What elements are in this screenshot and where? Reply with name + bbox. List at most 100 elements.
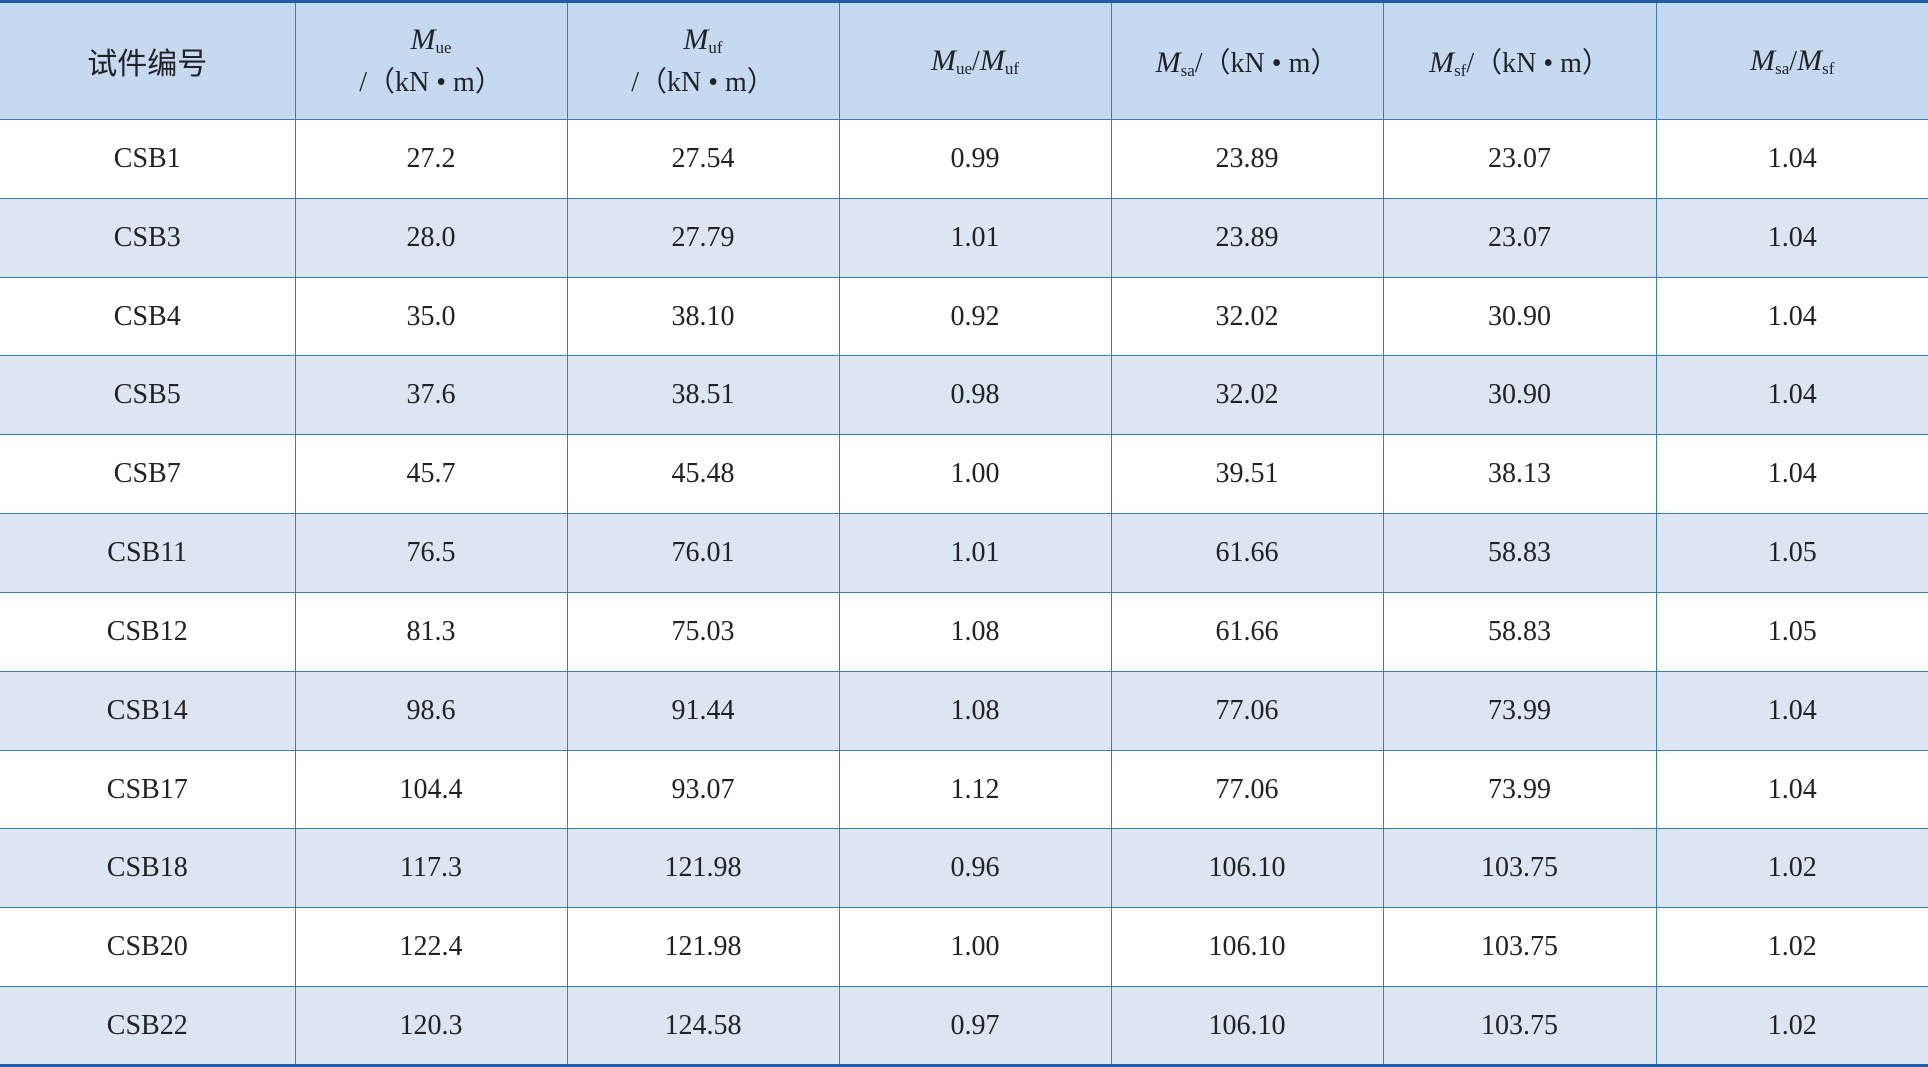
table-row: CSB17 104.4 93.07 1.12 77.06 73.99 1.04 bbox=[0, 750, 1928, 830]
value-cell: 38.51 bbox=[566, 355, 840, 436]
specimen-id: CSB3 bbox=[0, 198, 296, 278]
value-cell: 27.79 bbox=[566, 198, 840, 278]
value-cell: 117.3 bbox=[294, 828, 568, 909]
value-cell: 1.01 bbox=[838, 513, 1112, 593]
value-cell: 27.54 bbox=[566, 119, 840, 199]
value-cell: 120.3 bbox=[294, 986, 568, 1066]
value-cell: 1.05 bbox=[1655, 513, 1928, 593]
subscript: sa bbox=[1180, 61, 1195, 80]
subscript: ue bbox=[435, 37, 452, 57]
value-cell: 1.00 bbox=[838, 907, 1112, 988]
value-cell: 103.75 bbox=[1382, 907, 1657, 988]
value-cell: 124.58 bbox=[566, 986, 840, 1066]
value-cell: 1.04 bbox=[1655, 277, 1928, 357]
subscript: uf bbox=[1004, 58, 1019, 78]
table-row: CSB20 122.4 121.98 1.00 106.10 103.75 1.02 bbox=[0, 907, 1928, 988]
header-cell: Msa/（kN • m） bbox=[1110, 1, 1384, 120]
table-row: CSB7 45.7 45.48 1.00 39.51 38.13 1.04 bbox=[0, 434, 1928, 515]
value-cell: 0.98 bbox=[838, 355, 1112, 436]
subscript: uf bbox=[708, 37, 723, 57]
value-cell: 58.83 bbox=[1382, 592, 1657, 672]
value-cell: 1.04 bbox=[1655, 119, 1928, 199]
value-cell: 1.04 bbox=[1655, 355, 1928, 436]
value-cell: 76.5 bbox=[294, 513, 568, 593]
header-cell: Mue /（kN • m） bbox=[294, 1, 568, 120]
value-cell: 121.98 bbox=[566, 828, 840, 909]
value-cell: 103.75 bbox=[1382, 986, 1657, 1066]
table-row: CSB14 98.6 91.44 1.08 77.06 73.99 1.04 bbox=[0, 671, 1928, 751]
value-cell: 35.0 bbox=[294, 277, 568, 357]
symbol: M bbox=[1797, 43, 1823, 77]
slash: / bbox=[1789, 45, 1798, 77]
table-row: CSB1 27.2 27.54 0.99 23.89 23.07 1.04 bbox=[0, 119, 1928, 199]
value-cell: 1.02 bbox=[1655, 986, 1928, 1066]
value-cell: 73.99 bbox=[1382, 671, 1657, 751]
specimen-id: CSB20 bbox=[0, 907, 296, 988]
symbol: M bbox=[1429, 46, 1455, 79]
value-cell: 93.07 bbox=[566, 750, 840, 830]
table-header: 试件编号 Mue/（kN • m） Muf/（kN • m） Mue/Muf Msa/（… bbox=[0, 1, 1928, 120]
value-cell: 30.90 bbox=[1382, 277, 1657, 357]
value-cell: 76.01 bbox=[566, 513, 840, 593]
value-cell: 38.10 bbox=[566, 277, 840, 357]
value-cell: 1.08 bbox=[838, 671, 1112, 751]
header-cell: Msa/Msf bbox=[1655, 1, 1928, 120]
value-cell: 23.07 bbox=[1382, 119, 1657, 199]
header-symbol-group: Mue bbox=[410, 23, 452, 57]
unit: /（kN • m） bbox=[359, 66, 503, 98]
value-cell: 77.06 bbox=[1110, 750, 1384, 830]
value-cell: 81.3 bbox=[294, 592, 568, 672]
header-symbol-group: Msa/Msf bbox=[1750, 43, 1835, 78]
header-symbol-group: Msa bbox=[1156, 46, 1195, 80]
value-cell: 28.0 bbox=[294, 198, 568, 278]
table-row: CSB3 28.0 27.79 1.01 23.89 23.07 1.04 bbox=[0, 198, 1928, 278]
value-cell: 32.02 bbox=[1110, 355, 1384, 436]
value-cell: 1.02 bbox=[1655, 828, 1928, 909]
value-cell: 91.44 bbox=[566, 671, 840, 751]
value-cell: 45.7 bbox=[294, 434, 568, 515]
symbol: M bbox=[979, 43, 1005, 77]
unit: /（kN • m） bbox=[631, 66, 775, 98]
value-cell: 0.99 bbox=[838, 119, 1112, 199]
header-text: 试件编号 bbox=[87, 47, 208, 82]
table-row: CSB12 81.3 75.03 1.08 61.66 58.83 1.05 bbox=[0, 592, 1928, 672]
value-cell: 1.12 bbox=[838, 750, 1112, 830]
subscript: sf bbox=[1822, 58, 1835, 78]
header-cell: Msf/（kN • m） bbox=[1382, 1, 1657, 120]
header-cell: Muf /（kN • m） bbox=[566, 1, 840, 120]
specimen-id: CSB7 bbox=[0, 434, 296, 515]
header-label: Msa/Msf bbox=[1657, 44, 1928, 79]
table-row: CSB4 35.0 38.10 0.92 32.02 30.90 1.04 bbox=[0, 277, 1928, 357]
value-cell: 106.10 bbox=[1110, 986, 1384, 1066]
value-cell: 61.66 bbox=[1110, 592, 1384, 672]
value-cell: 104.4 bbox=[294, 750, 568, 830]
header-label: Mue /（kN • m） bbox=[296, 23, 567, 100]
value-cell: 27.2 bbox=[294, 119, 568, 199]
table-row: CSB5 37.6 38.51 0.98 32.02 30.90 1.04 bbox=[0, 355, 1928, 436]
value-cell: 1.04 bbox=[1655, 198, 1928, 278]
unit: /（kN • m） bbox=[1194, 48, 1339, 79]
subscript: ue bbox=[956, 58, 973, 78]
specimen-id: CSB11 bbox=[0, 513, 296, 593]
subscript: sa bbox=[1775, 58, 1790, 78]
value-cell: 23.89 bbox=[1110, 198, 1384, 278]
value-cell: 61.66 bbox=[1110, 513, 1384, 593]
value-cell: 103.75 bbox=[1382, 828, 1657, 909]
value-cell: 58.83 bbox=[1382, 513, 1657, 593]
header-symbol-group: Mue/Muf bbox=[931, 43, 1019, 78]
header-cell: 试件编号 bbox=[0, 1, 296, 120]
value-cell: 0.92 bbox=[838, 277, 1112, 357]
table-row: CSB22 120.3 124.58 0.97 106.10 103.75 1.02 bbox=[0, 986, 1928, 1066]
subscript: sf bbox=[1454, 61, 1467, 80]
value-cell: 1.00 bbox=[838, 434, 1112, 515]
specimen-id: CSB5 bbox=[0, 355, 296, 436]
table-row: CSB18 117.3 121.98 0.96 106.10 103.75 1.02 bbox=[0, 828, 1928, 909]
symbol: M bbox=[683, 22, 709, 56]
specimen-id: CSB4 bbox=[0, 277, 296, 357]
value-cell: 1.05 bbox=[1655, 592, 1928, 672]
specimen-id: CSB1 bbox=[0, 119, 296, 199]
header-label: Msf/（kN • m） bbox=[1384, 41, 1656, 81]
value-cell: 75.03 bbox=[566, 592, 840, 672]
